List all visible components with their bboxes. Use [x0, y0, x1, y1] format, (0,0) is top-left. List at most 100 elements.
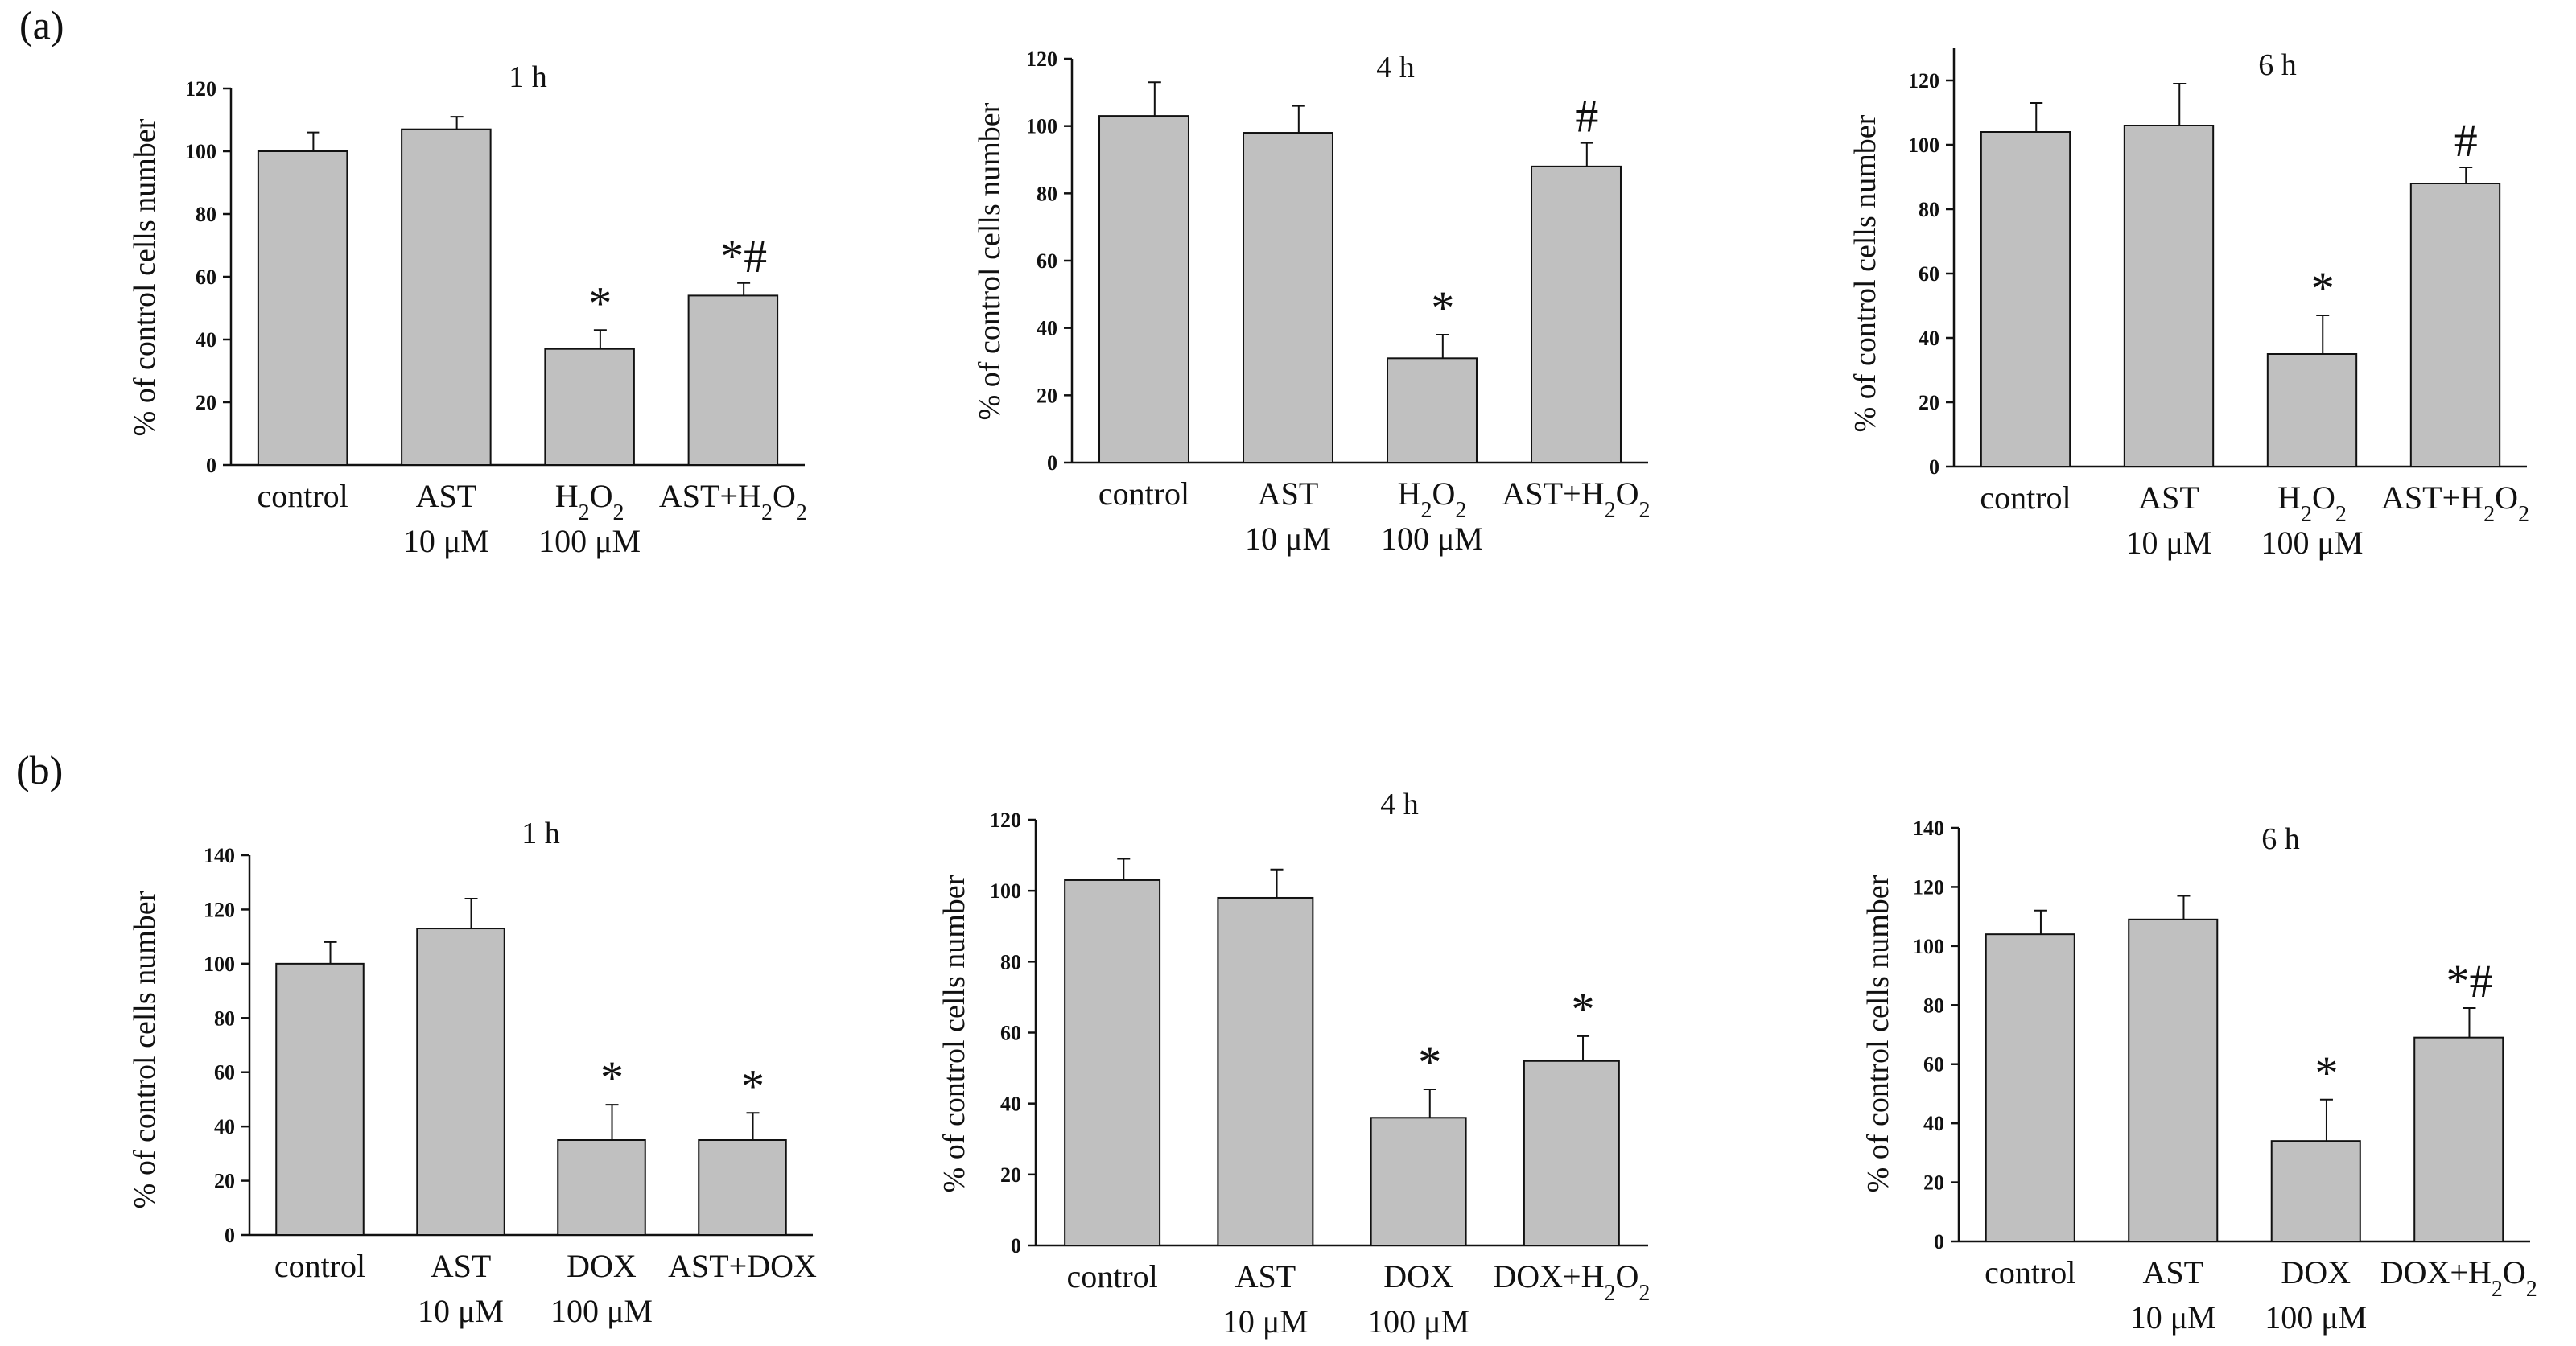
x-tick-label: AST — [1235, 1258, 1296, 1295]
x-tick-label: control — [1985, 1254, 2075, 1290]
bar — [257, 150, 348, 466]
x-tick-label: AST+H2O2 — [1502, 475, 1651, 523]
y-tick-label: 20 — [1919, 391, 1939, 414]
significance-mark: * — [1572, 983, 1595, 1035]
x-tick-label: DOX — [567, 1248, 637, 1284]
bar — [1217, 896, 1314, 1246]
bar — [1980, 131, 2071, 467]
significance-mark: * — [600, 1052, 624, 1104]
y-tick-label: 120 — [185, 77, 216, 101]
x-tick-label: AST+DOX — [668, 1248, 817, 1284]
bar — [2270, 1140, 2361, 1242]
significance-mark: # — [2454, 114, 2478, 167]
bar — [1985, 933, 2075, 1242]
y-tick-label: 0 — [1047, 451, 1057, 475]
chart-title: 1 h — [509, 60, 547, 94]
significance-mark: * — [1418, 1036, 1441, 1089]
chart-title: 4 h — [1376, 51, 1415, 84]
x-tick-label: AST — [2142, 1254, 2203, 1290]
chart-title: 6 h — [2261, 822, 2300, 856]
significance-mark: * — [588, 277, 612, 329]
y-tick-label: 40 — [1923, 1112, 1944, 1135]
y-tick-label: 40 — [1919, 327, 1939, 350]
x-tick-label: 100 μM — [538, 523, 641, 559]
y-tick-label: 20 — [1923, 1171, 1944, 1195]
x-tick-label: control — [274, 1248, 365, 1284]
chart-title: 1 h — [521, 817, 560, 850]
y-axis-label: % of control cells number — [938, 875, 971, 1192]
x-tick-label: 100 μM — [550, 1293, 653, 1329]
significance-mark: * — [2311, 262, 2335, 315]
chart-title: 4 h — [1380, 788, 1419, 821]
y-axis-label: % of control cells number — [1849, 114, 1882, 432]
bar — [1531, 165, 1622, 463]
x-tick-label: H2O2 — [2277, 480, 2347, 527]
y-tick-label: 20 — [214, 1170, 235, 1193]
y-tick-label: 80 — [214, 1006, 235, 1030]
y-tick-label: 60 — [1037, 249, 1057, 273]
bar — [687, 294, 779, 466]
x-tick-label: 100 μM — [2261, 525, 2363, 561]
bar — [1523, 1060, 1620, 1247]
x-tick-label: 10 μM — [403, 523, 489, 559]
x-tick-label: AST — [416, 478, 477, 514]
y-tick-label: 0 — [1934, 1230, 1944, 1253]
x-tick-label: AST — [1258, 475, 1319, 512]
bar — [2128, 918, 2219, 1243]
panel-label-b: (b) — [16, 747, 64, 792]
y-tick-label: 120 — [1908, 69, 1939, 93]
y-tick-label: 100 — [990, 879, 1021, 903]
y-tick-label: 60 — [196, 265, 216, 289]
y-tick-label: 120 — [204, 898, 235, 921]
chart-title: 6 h — [2258, 48, 2297, 82]
bar — [275, 962, 365, 1237]
x-tick-label: 10 μM — [2130, 1299, 2216, 1336]
bar — [1387, 357, 1478, 464]
y-tick-label: 120 — [1913, 875, 1944, 899]
y-tick-label: 20 — [196, 391, 216, 414]
y-tick-label: 100 — [204, 953, 235, 976]
y-tick-label: 120 — [1026, 47, 1057, 71]
y-tick-label: 100 — [1026, 115, 1057, 138]
x-tick-label: DOX+H2O2 — [1493, 1258, 1650, 1306]
significance-mark: * — [2314, 1047, 2338, 1099]
bar — [557, 1139, 646, 1236]
bar — [698, 1139, 787, 1236]
significance-mark: * — [741, 1060, 765, 1112]
bar — [544, 348, 635, 467]
y-tick-label: 140 — [204, 844, 235, 867]
bar — [401, 128, 492, 466]
bar — [2409, 183, 2501, 467]
bar — [2413, 1036, 2504, 1242]
x-tick-label: AST — [431, 1248, 492, 1284]
y-tick-label: 80 — [196, 203, 216, 226]
y-tick-label: 60 — [1919, 262, 1939, 286]
y-tick-label: 80 — [1923, 994, 1944, 1017]
y-tick-label: 0 — [225, 1224, 235, 1247]
significance-mark: *# — [720, 230, 767, 282]
y-tick-label: 20 — [1037, 384, 1057, 407]
y-tick-label: 60 — [214, 1061, 235, 1085]
y-tick-label: 40 — [196, 328, 216, 352]
y-tick-label: 80 — [1000, 950, 1021, 973]
x-tick-label: H2O2 — [555, 478, 624, 525]
bar — [1064, 879, 1161, 1246]
y-axis-label: % of control cells number — [128, 118, 162, 436]
y-tick-label: 60 — [1000, 1022, 1021, 1045]
y-tick-label: 40 — [1037, 317, 1057, 340]
x-tick-label: control — [1098, 475, 1189, 512]
panel-label-a: (a) — [19, 2, 64, 47]
y-tick-label: 0 — [206, 454, 216, 477]
bar — [2123, 125, 2215, 467]
x-tick-label: DOX — [2281, 1254, 2351, 1290]
y-tick-label: 80 — [1037, 182, 1057, 205]
x-tick-label: 100 μM — [2265, 1299, 2367, 1336]
x-tick-label: control — [1980, 480, 2071, 516]
x-tick-label: AST+H2O2 — [659, 478, 807, 525]
